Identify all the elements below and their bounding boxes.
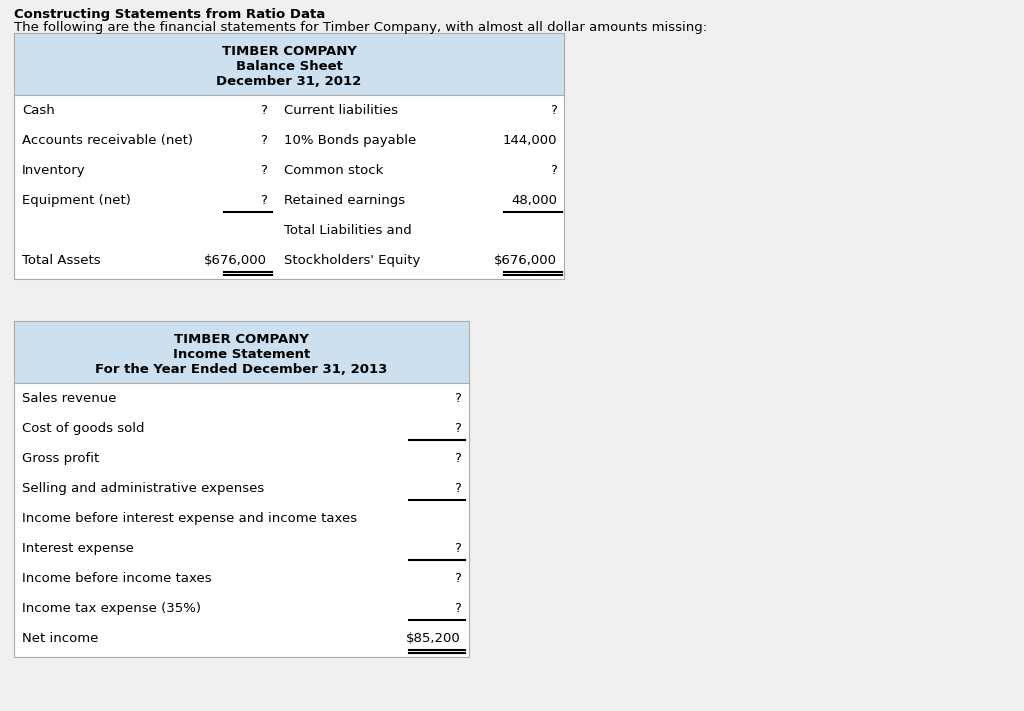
- Text: Income before income taxes: Income before income taxes: [22, 572, 212, 585]
- Bar: [14, 383, 469, 657]
- Text: ?: ?: [454, 572, 461, 585]
- Text: ?: ?: [454, 602, 461, 615]
- Text: Income tax expense (35%): Income tax expense (35%): [22, 602, 201, 615]
- Text: ?: ?: [454, 482, 461, 495]
- Text: Total Assets: Total Assets: [22, 254, 100, 267]
- Text: Stockholders' Equity: Stockholders' Equity: [284, 254, 421, 267]
- Text: Equipment (net): Equipment (net): [22, 194, 131, 207]
- Text: Interest expense: Interest expense: [22, 542, 134, 555]
- Bar: [14, 95, 564, 279]
- Text: Current liabilities: Current liabilities: [284, 104, 398, 117]
- Text: Inventory: Inventory: [22, 164, 86, 177]
- Text: ?: ?: [454, 542, 461, 555]
- Text: Net income: Net income: [22, 632, 98, 645]
- Text: Accounts receivable (net): Accounts receivable (net): [22, 134, 193, 147]
- Text: Sales revenue: Sales revenue: [22, 392, 117, 405]
- Text: ?: ?: [260, 164, 267, 177]
- Text: Common stock: Common stock: [284, 164, 383, 177]
- Text: Total Liabilities and: Total Liabilities and: [284, 224, 412, 237]
- Text: Gross profit: Gross profit: [22, 452, 99, 465]
- Text: 144,000: 144,000: [503, 134, 557, 147]
- Text: 10% Bonds payable: 10% Bonds payable: [284, 134, 416, 147]
- Bar: [14, 33, 564, 95]
- Text: ?: ?: [454, 452, 461, 465]
- Text: $85,200: $85,200: [407, 632, 461, 645]
- Bar: [14, 321, 469, 383]
- Bar: [14, 321, 469, 657]
- Text: Income Statement: Income Statement: [173, 348, 310, 361]
- Text: $676,000: $676,000: [494, 254, 557, 267]
- Text: For the Year Ended December 31, 2013: For the Year Ended December 31, 2013: [95, 363, 388, 376]
- Text: Balance Sheet: Balance Sheet: [236, 60, 342, 73]
- Text: Retained earnings: Retained earnings: [284, 194, 406, 207]
- Text: ?: ?: [550, 104, 557, 117]
- Text: ?: ?: [550, 164, 557, 177]
- Text: ?: ?: [454, 392, 461, 405]
- Text: $676,000: $676,000: [204, 254, 267, 267]
- Text: ?: ?: [260, 134, 267, 147]
- Text: ?: ?: [260, 194, 267, 207]
- Text: Cash: Cash: [22, 104, 54, 117]
- Text: TIMBER COMPANY: TIMBER COMPANY: [221, 45, 356, 58]
- Text: Constructing Statements from Ratio Data: Constructing Statements from Ratio Data: [14, 8, 326, 21]
- Text: TIMBER COMPANY: TIMBER COMPANY: [174, 333, 309, 346]
- Text: 48,000: 48,000: [511, 194, 557, 207]
- Text: Selling and administrative expenses: Selling and administrative expenses: [22, 482, 264, 495]
- Text: December 31, 2012: December 31, 2012: [216, 75, 361, 88]
- Text: Cost of goods sold: Cost of goods sold: [22, 422, 144, 435]
- Text: The following are the financial statements for Timber Company, with almost all d: The following are the financial statemen…: [14, 21, 708, 34]
- Bar: [14, 33, 564, 279]
- Text: Income before interest expense and income taxes: Income before interest expense and incom…: [22, 512, 357, 525]
- Text: ?: ?: [260, 104, 267, 117]
- Text: ?: ?: [454, 422, 461, 435]
